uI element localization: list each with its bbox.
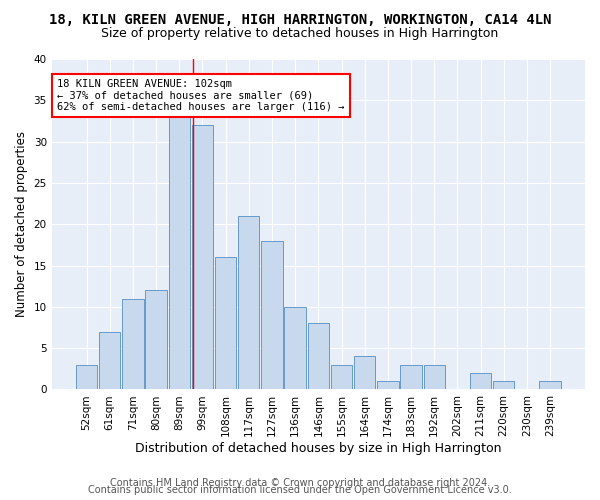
Bar xyxy=(493,381,514,390)
Bar xyxy=(424,364,445,390)
Bar xyxy=(377,381,398,390)
Bar xyxy=(238,216,259,390)
Text: Size of property relative to detached houses in High Harrington: Size of property relative to detached ho… xyxy=(101,28,499,40)
Y-axis label: Number of detached properties: Number of detached properties xyxy=(15,131,28,317)
Bar xyxy=(169,117,190,390)
Bar xyxy=(331,364,352,390)
Bar xyxy=(354,356,376,390)
Bar xyxy=(308,324,329,390)
Text: Contains public sector information licensed under the Open Government Licence v3: Contains public sector information licen… xyxy=(88,485,512,495)
Bar xyxy=(99,332,121,390)
Text: 18 KILN GREEN AVENUE: 102sqm
← 37% of detached houses are smaller (69)
62% of se: 18 KILN GREEN AVENUE: 102sqm ← 37% of de… xyxy=(57,79,344,112)
X-axis label: Distribution of detached houses by size in High Harrington: Distribution of detached houses by size … xyxy=(135,442,502,455)
Bar xyxy=(400,364,422,390)
Bar xyxy=(145,290,167,390)
Bar xyxy=(539,381,561,390)
Bar xyxy=(262,241,283,390)
Bar xyxy=(215,258,236,390)
Bar xyxy=(192,125,213,390)
Text: Contains HM Land Registry data © Crown copyright and database right 2024.: Contains HM Land Registry data © Crown c… xyxy=(110,478,490,488)
Text: 18, KILN GREEN AVENUE, HIGH HARRINGTON, WORKINGTON, CA14 4LN: 18, KILN GREEN AVENUE, HIGH HARRINGTON, … xyxy=(49,12,551,26)
Bar xyxy=(284,307,306,390)
Bar xyxy=(470,373,491,390)
Bar xyxy=(122,298,143,390)
Bar xyxy=(76,364,97,390)
